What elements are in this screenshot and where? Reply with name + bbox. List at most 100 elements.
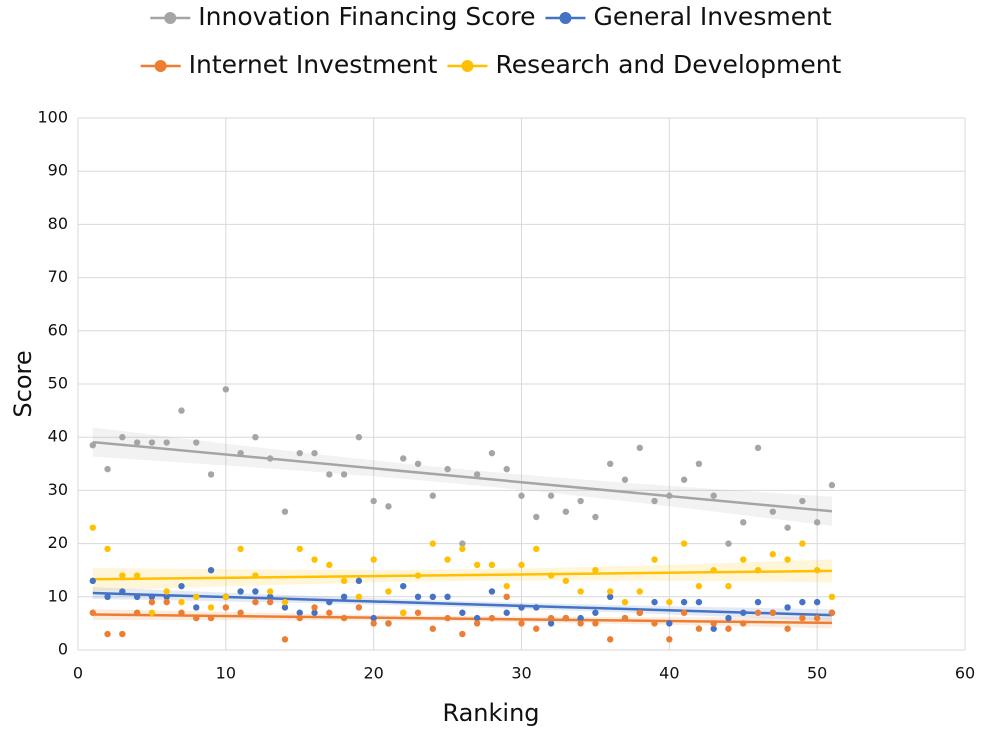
point <box>296 449 303 457</box>
point <box>104 545 111 553</box>
point <box>326 598 333 606</box>
point <box>621 614 629 622</box>
point <box>400 582 407 590</box>
point <box>326 609 333 616</box>
point <box>828 593 836 600</box>
point <box>444 556 451 563</box>
point <box>518 604 525 611</box>
point <box>355 577 363 585</box>
point <box>769 508 777 515</box>
point <box>754 609 762 616</box>
point <box>89 524 96 531</box>
point <box>385 588 392 595</box>
point <box>459 545 466 553</box>
point <box>148 598 156 606</box>
legend-marker <box>164 12 177 24</box>
point <box>281 508 289 515</box>
point <box>784 625 791 632</box>
point <box>429 540 436 547</box>
point <box>119 630 126 638</box>
point <box>813 598 821 606</box>
legend-label: Research and Development <box>495 50 841 79</box>
point <box>666 598 673 606</box>
point <box>533 625 540 632</box>
point <box>754 598 762 606</box>
point <box>813 519 821 526</box>
point <box>459 630 466 638</box>
trend-line <box>92 440 833 513</box>
point <box>488 561 496 569</box>
point <box>222 386 230 393</box>
point <box>266 598 274 606</box>
point <box>754 444 762 452</box>
trend-line <box>92 569 832 581</box>
point <box>370 620 377 627</box>
point <box>355 434 363 441</box>
point <box>207 614 215 622</box>
point <box>355 604 363 611</box>
point <box>178 582 185 590</box>
point <box>518 561 525 569</box>
point <box>429 625 436 632</box>
point <box>503 609 510 616</box>
trend-line <box>92 591 832 617</box>
legend-marker <box>559 12 572 24</box>
point <box>281 598 289 606</box>
point <box>547 572 555 579</box>
point <box>813 567 821 574</box>
point <box>533 604 540 611</box>
legend-marker <box>154 60 167 72</box>
point <box>281 636 289 643</box>
point <box>828 481 836 489</box>
point <box>740 620 747 627</box>
point <box>666 492 673 499</box>
point <box>252 588 259 595</box>
y-tick-label: 0 <box>58 640 68 659</box>
point <box>547 614 555 622</box>
point <box>607 636 614 643</box>
point <box>621 476 629 483</box>
point <box>444 614 451 622</box>
point <box>577 588 584 595</box>
point <box>207 471 215 478</box>
point <box>163 439 170 446</box>
point <box>784 556 791 563</box>
trend-line <box>92 613 832 625</box>
point <box>651 497 658 505</box>
point <box>104 630 111 638</box>
point <box>222 593 230 600</box>
x-tick-label: 10 <box>216 664 236 683</box>
point <box>725 614 732 622</box>
point <box>503 465 510 473</box>
point <box>311 604 318 611</box>
point <box>133 593 141 600</box>
point <box>488 449 496 457</box>
x-tick-label: 40 <box>659 664 679 683</box>
point <box>444 465 451 473</box>
point <box>207 567 215 574</box>
point <box>355 593 363 600</box>
x-tick-label: 30 <box>511 664 531 683</box>
point <box>710 625 717 632</box>
point <box>473 620 481 627</box>
y-tick-label: 60 <box>48 320 68 339</box>
x-tick-label: 20 <box>363 664 383 683</box>
point <box>459 540 466 547</box>
point <box>370 614 377 622</box>
point <box>651 620 658 627</box>
point <box>784 524 791 531</box>
point <box>518 492 525 499</box>
point <box>503 582 510 590</box>
point <box>503 593 510 600</box>
point <box>444 593 451 600</box>
x-tick-label: 60 <box>955 664 975 683</box>
point <box>695 460 703 467</box>
point <box>237 449 244 457</box>
y-tick-label: 70 <box>48 267 68 286</box>
point <box>296 545 303 553</box>
point <box>400 609 407 616</box>
point <box>680 598 688 606</box>
point <box>695 598 703 606</box>
point <box>621 598 629 606</box>
point <box>577 497 584 505</box>
